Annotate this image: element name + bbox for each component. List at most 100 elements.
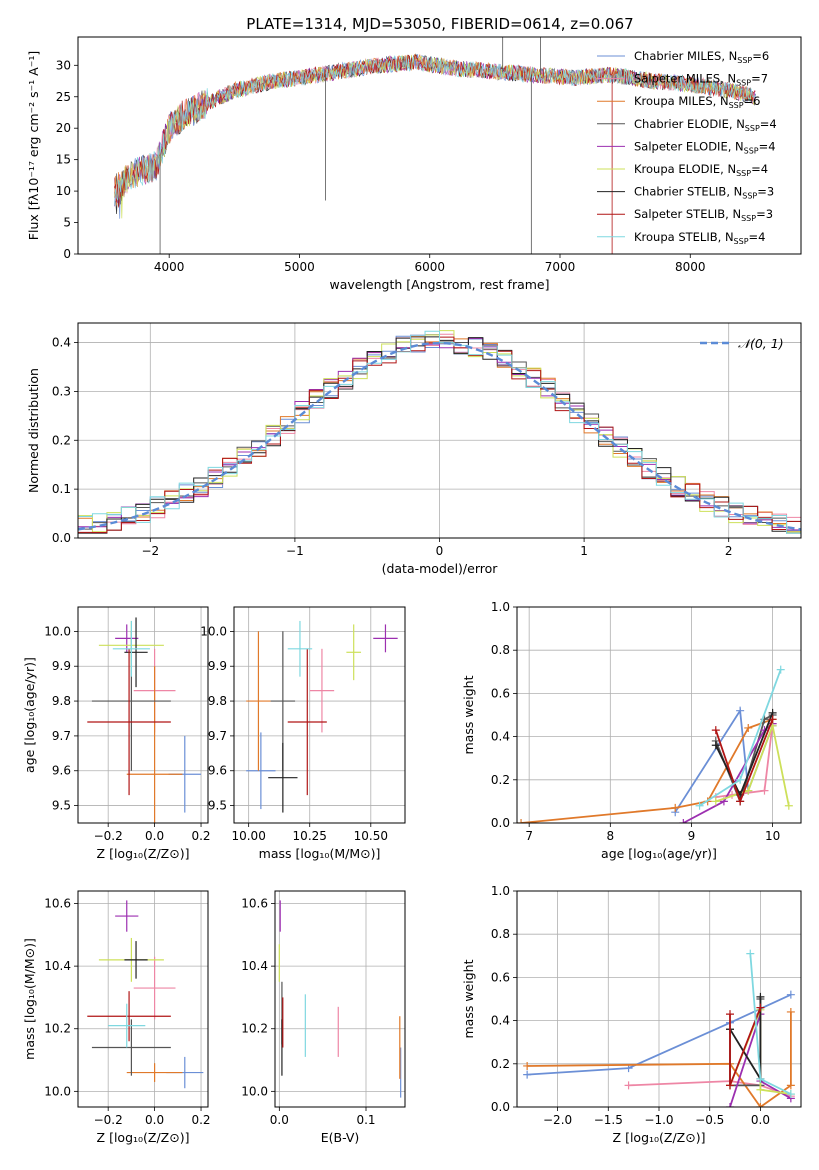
legend-val: =3 [756, 207, 773, 221]
legend-val: =6 [744, 94, 761, 108]
y-tick-label: 10.0 [200, 624, 227, 638]
x-tick-label: 0.0 [751, 1113, 770, 1127]
y-tick-label: 9.9 [52, 659, 71, 673]
legend: Chabrier MILES, NSSP=6 Salpeter MILES, NS… [597, 49, 777, 246]
plot-area [523, 949, 795, 1107]
plot-area [278, 900, 402, 1098]
legend-label: Kroupa ELODIE, NSSP=4 [634, 162, 768, 178]
data-point [624, 1081, 633, 1090]
axes-residuals: −2 −1 0 1 2 0.0 0.1 0.2 0.3 0.4 (data-model)/error… [26, 322, 802, 576]
data-point [756, 1003, 765, 1012]
data-point [768, 715, 777, 724]
series-line [114, 55, 756, 206]
y-tick-label: 25 [56, 90, 71, 104]
legend-sub: SSP [742, 192, 757, 201]
plot-area [78, 330, 801, 538]
y-tick-label: 0.0 [491, 1100, 510, 1114]
legend-label: 𝒩(0, 1) [738, 336, 784, 351]
data-point [679, 819, 688, 823]
y-tick-label: 9.6 [208, 764, 227, 778]
y-axis-label: age [log₁₀(age/yr)] [22, 657, 37, 773]
legend-n: N [727, 72, 736, 86]
x-tick-label: −2 [141, 544, 159, 558]
axes-frame [233, 606, 406, 824]
x-tick-label: −0.2 [94, 829, 123, 843]
x-tick-label: 2 [725, 544, 733, 558]
y-tick-label: 10.0 [44, 624, 71, 638]
x-tick-label: 7 [525, 829, 533, 843]
y-tick-label: 1.0 [491, 884, 510, 898]
normal-curve [78, 341, 801, 531]
x-tick-label: 0.2 [191, 829, 210, 843]
plot-area [87, 617, 202, 823]
legend-sub: SSP [734, 237, 749, 246]
y-tick-label: 10.2 [241, 1022, 268, 1036]
axes-spectrum: 4000 5000 6000 7000 8000 0 5 10 15 20 25 30 waveleng… [26, 15, 802, 292]
data-point [756, 1103, 765, 1107]
x-axis-label: (data-model)/error [382, 561, 499, 576]
y-tick-label: 10.0 [241, 1084, 268, 1098]
y-tick-label: 0.0 [52, 531, 71, 545]
data-point [756, 1085, 765, 1094]
x-tick-label: 6000 [414, 260, 445, 274]
data-point [695, 801, 704, 810]
y-tick-label: 0.8 [491, 643, 510, 657]
x-tick-label: 7000 [545, 260, 576, 274]
legend-val: =4 [760, 117, 777, 131]
series-line [628, 1080, 792, 1098]
y-tick-label: 20 [56, 121, 71, 135]
y-tick-label: 0.0 [491, 816, 510, 830]
series-line [527, 1012, 792, 1107]
x-axis-label: wavelength [Angstrom, rest frame] [329, 277, 549, 292]
data-point [523, 1070, 532, 1079]
y-tick-label: 0 [63, 247, 71, 261]
legend-n: N [734, 185, 743, 199]
axes-frame [516, 890, 802, 1108]
y-tick-label: 30 [56, 58, 71, 72]
y-tick-label: 1.0 [491, 600, 510, 614]
legend-n: N [729, 49, 738, 63]
y-tick-label: 10.4 [44, 959, 71, 973]
data-point [760, 786, 769, 795]
y-tick-label: 5 [63, 216, 71, 230]
x-tick-label: 5000 [284, 260, 315, 274]
legend-val: =3 [757, 185, 774, 199]
series-line [521, 718, 773, 823]
axes-frame [516, 606, 802, 824]
data-point [711, 797, 720, 806]
x-tick-label: 0.2 [191, 1113, 210, 1127]
legend-sub: SSP [745, 124, 760, 133]
legend-sub: SSP [741, 214, 756, 223]
legend-sub: SSP [729, 101, 744, 110]
plot-area [114, 37, 756, 254]
legend-label: Salpeter MILES, NSSP=7 [634, 72, 768, 88]
plot-area [246, 620, 398, 813]
y-tick-label: 0.2 [52, 433, 71, 447]
legend-val: =4 [759, 139, 776, 153]
x-tick-label: 0.1 [356, 1113, 375, 1127]
x-tick-label: 0.0 [145, 829, 164, 843]
x-tick-label: −0.5 [695, 1113, 724, 1127]
x-tick-label: 4000 [154, 260, 185, 274]
y-tick-label: 10.2 [44, 1022, 71, 1036]
axes-weight-vs-Z: −2.0 −1.5 −1.0 −0.5 0.0 0.0 0.2 0.4 0.6 0.8 1.0 Z [… [461, 884, 802, 1145]
x-axis-label: Z [log₁₀(Z/Z⊙)] [613, 1130, 706, 1145]
x-axis-label: Z [log₁₀(Z/Z⊙)] [97, 846, 190, 861]
data-point [746, 949, 755, 958]
y-tick-label: 0.3 [52, 384, 71, 398]
x-axis-label: Z [log₁₀(Z/Z⊙)] [97, 1130, 190, 1145]
legend-sub: SSP [744, 146, 759, 155]
plot-area [517, 665, 793, 823]
y-tick-label: 0.8 [491, 927, 510, 941]
legend-sub: SSP [737, 56, 752, 65]
legend-n: N [736, 117, 745, 131]
y-axis-label: mass [log₁₀(M/M⊙)] [22, 938, 37, 1060]
legend-label: Chabrier ELODIE, NSSP=4 [634, 117, 777, 133]
x-tick-label: 0.0 [145, 1113, 164, 1127]
chart-title: PLATE=1314, MJD=53050, FIBERID=0614, z=0… [246, 15, 633, 33]
axes-frame [77, 606, 209, 824]
x-tick-label: 8000 [675, 260, 706, 274]
x-tick-label: −0.2 [94, 1113, 123, 1127]
y-tick-label: 15 [56, 153, 71, 167]
